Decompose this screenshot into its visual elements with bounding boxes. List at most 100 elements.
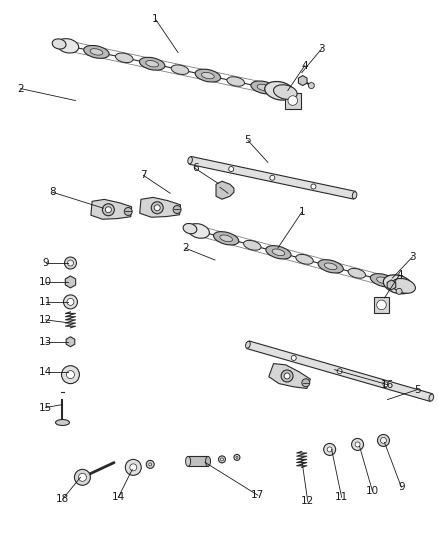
Circle shape [302, 379, 310, 387]
Text: 3: 3 [409, 252, 416, 262]
Ellipse shape [246, 341, 250, 348]
Circle shape [270, 175, 275, 180]
Text: 10: 10 [366, 486, 379, 496]
Circle shape [149, 463, 152, 466]
Text: 9: 9 [398, 482, 405, 492]
Circle shape [324, 443, 336, 455]
Text: 14: 14 [112, 492, 125, 502]
Text: 11: 11 [39, 297, 52, 307]
Ellipse shape [257, 84, 270, 91]
Bar [188, 456, 208, 466]
Polygon shape [65, 276, 76, 288]
Ellipse shape [296, 254, 313, 264]
Polygon shape [66, 337, 75, 347]
Text: 5: 5 [244, 135, 251, 146]
Circle shape [284, 373, 290, 379]
Text: 5: 5 [414, 385, 420, 394]
Circle shape [281, 370, 293, 382]
Circle shape [236, 456, 238, 458]
Circle shape [229, 167, 234, 172]
Ellipse shape [56, 419, 70, 425]
Circle shape [67, 298, 74, 305]
Circle shape [146, 461, 154, 469]
Text: 12: 12 [39, 315, 52, 325]
Ellipse shape [57, 38, 79, 53]
Text: 14: 14 [39, 367, 52, 377]
Circle shape [67, 370, 74, 378]
Circle shape [291, 356, 296, 360]
Text: 2: 2 [18, 84, 24, 94]
Ellipse shape [186, 456, 191, 466]
Text: 6: 6 [192, 163, 198, 173]
Circle shape [378, 434, 389, 447]
Circle shape [396, 288, 402, 294]
Circle shape [124, 207, 132, 215]
Ellipse shape [383, 275, 413, 294]
Ellipse shape [195, 69, 221, 82]
Ellipse shape [188, 224, 209, 238]
Circle shape [64, 295, 78, 309]
Text: 4: 4 [396, 270, 403, 280]
Circle shape [74, 470, 90, 486]
Ellipse shape [265, 82, 294, 100]
Text: 4: 4 [301, 61, 308, 71]
Text: 15: 15 [39, 402, 52, 413]
Text: 10: 10 [39, 277, 52, 287]
Polygon shape [247, 341, 432, 401]
Ellipse shape [188, 157, 192, 164]
Text: 1: 1 [298, 207, 305, 217]
Circle shape [381, 438, 386, 443]
Circle shape [355, 442, 360, 447]
Text: 7: 7 [140, 170, 147, 180]
Ellipse shape [318, 260, 343, 273]
Text: 18: 18 [56, 494, 69, 504]
Ellipse shape [429, 394, 434, 401]
Polygon shape [216, 181, 234, 199]
Circle shape [220, 458, 223, 461]
Circle shape [288, 96, 297, 106]
Ellipse shape [348, 269, 366, 278]
Ellipse shape [272, 249, 285, 256]
Ellipse shape [52, 39, 66, 49]
Circle shape [337, 369, 342, 374]
Ellipse shape [325, 263, 337, 270]
Circle shape [154, 205, 160, 211]
Circle shape [311, 184, 316, 189]
Polygon shape [140, 197, 180, 217]
Ellipse shape [84, 45, 109, 58]
Circle shape [352, 439, 364, 450]
Circle shape [61, 366, 79, 384]
Circle shape [64, 257, 77, 269]
Ellipse shape [377, 277, 389, 284]
Polygon shape [189, 157, 355, 199]
Ellipse shape [214, 232, 239, 245]
Circle shape [377, 300, 386, 310]
Polygon shape [387, 280, 396, 290]
Circle shape [106, 207, 111, 213]
Text: 16: 16 [381, 379, 394, 390]
Text: 13: 13 [39, 337, 52, 347]
Text: 17: 17 [251, 490, 265, 500]
Ellipse shape [183, 223, 197, 234]
Text: 8: 8 [49, 187, 56, 197]
Ellipse shape [392, 278, 415, 293]
Text: 1: 1 [152, 14, 159, 24]
Ellipse shape [139, 58, 165, 70]
Ellipse shape [227, 77, 244, 86]
Circle shape [125, 459, 141, 475]
Ellipse shape [201, 72, 214, 79]
Polygon shape [269, 364, 311, 389]
Text: 9: 9 [42, 258, 49, 268]
Polygon shape [298, 76, 307, 86]
Ellipse shape [171, 65, 189, 75]
Ellipse shape [146, 61, 159, 67]
Circle shape [78, 473, 86, 481]
Bar [374, 297, 389, 313]
Ellipse shape [352, 192, 357, 199]
Ellipse shape [90, 49, 103, 55]
Circle shape [130, 464, 137, 471]
Circle shape [219, 456, 226, 463]
Bar [285, 93, 301, 109]
Text: 3: 3 [318, 44, 325, 54]
Circle shape [234, 455, 240, 461]
